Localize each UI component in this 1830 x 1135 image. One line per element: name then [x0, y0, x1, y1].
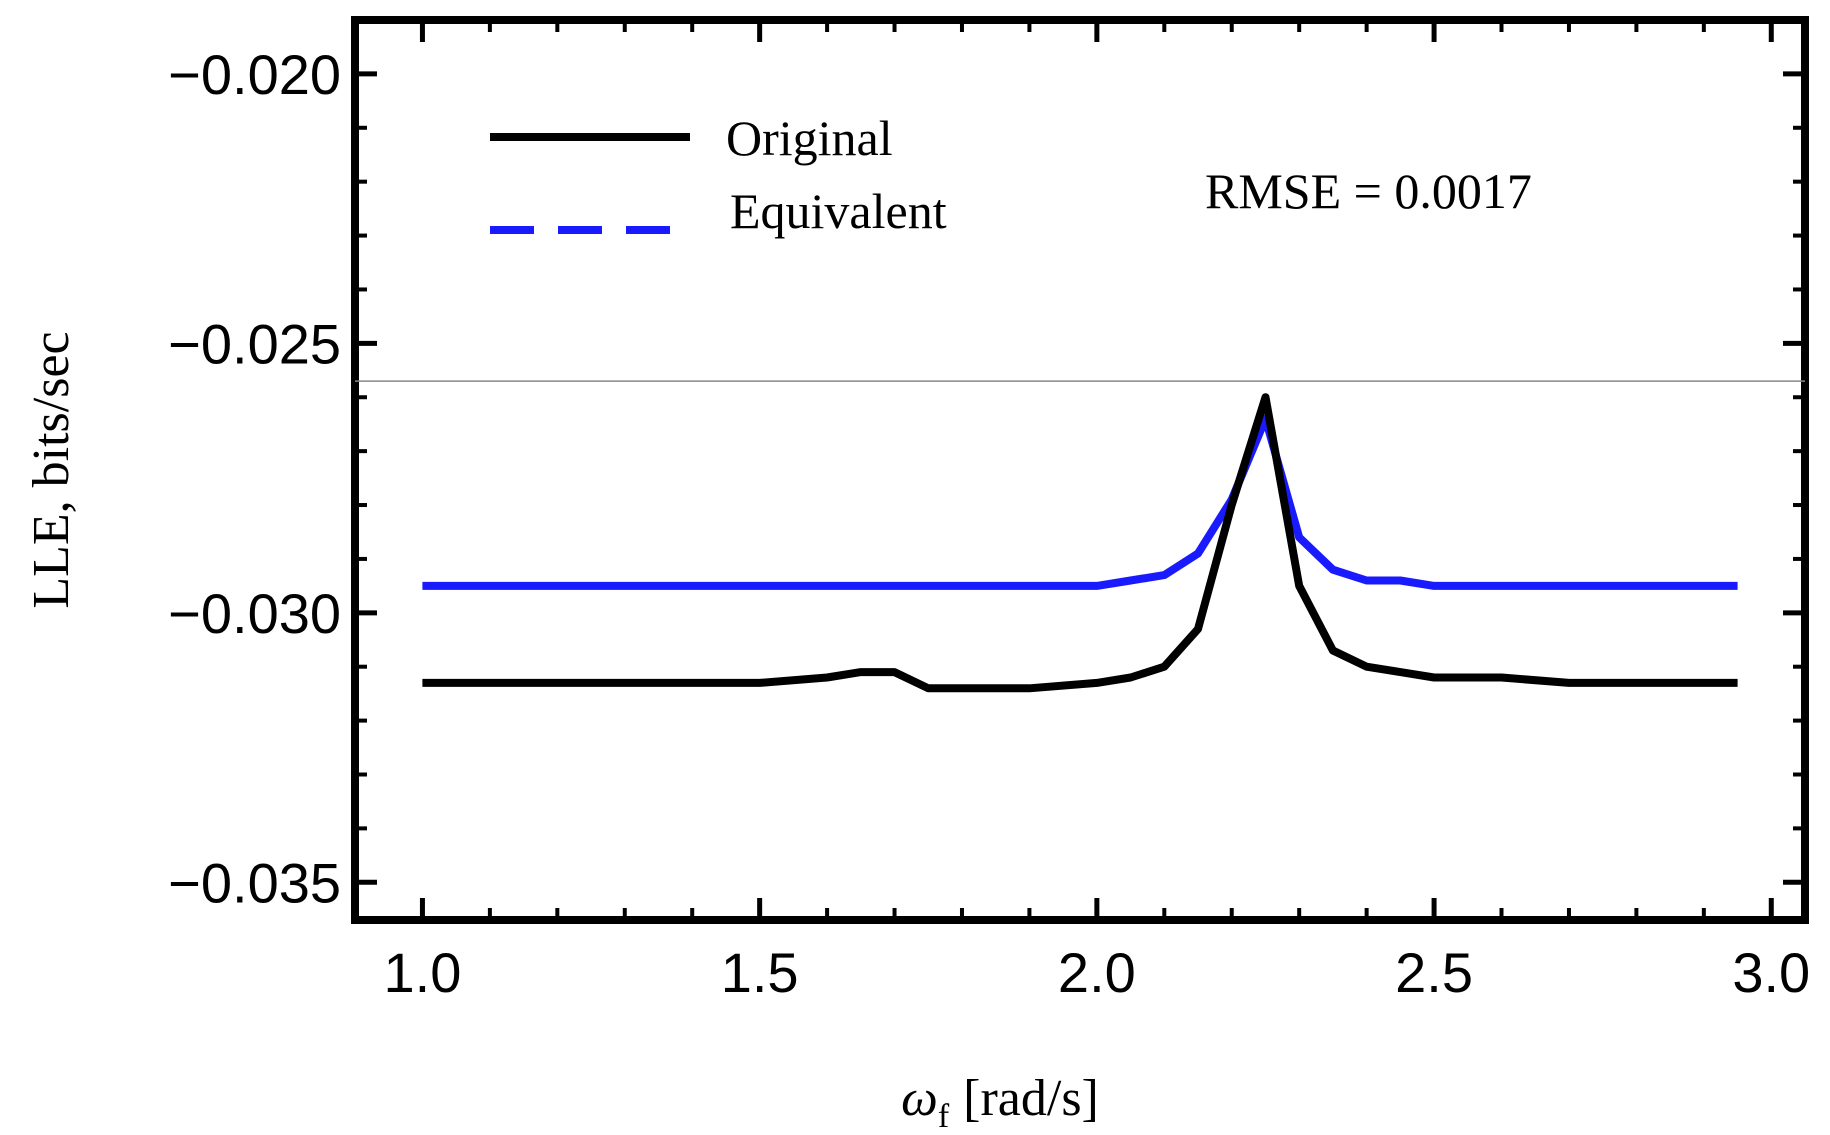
y-axis-ticks: −0.020 −0.025 −0.030 −0.035: [168, 43, 1805, 914]
legend-label-equivalent: Equivalent: [730, 183, 947, 239]
x-axis-unit: [rad/s]: [963, 1070, 1099, 1127]
series-line-equivalent: [422, 414, 1738, 590]
x-tick-label: 2.0: [1058, 941, 1136, 1004]
x-axis-title: ωf [rad/s]: [901, 1070, 1099, 1135]
x-axis-ticks: 1.0 1.5 2.0 2.5 3.0: [384, 20, 1810, 1004]
y-tick-label: −0.020: [168, 43, 341, 106]
series-group: [422, 393, 1738, 693]
legend-label-original: Original: [726, 110, 893, 166]
plot-frame: [351, 16, 1809, 924]
y-tick-label: −0.030: [168, 582, 341, 645]
y-tick-label: −0.025: [168, 312, 341, 375]
minor-ticks: [355, 20, 1805, 920]
series-line-original: [422, 393, 1738, 693]
x-tick-label: 2.5: [1395, 941, 1473, 1004]
y-tick-label: −0.035: [168, 851, 341, 914]
x-tick-label: 3.0: [1732, 941, 1810, 1004]
x-axis-subscript: f: [938, 1098, 950, 1135]
x-tick-label: 1.5: [721, 941, 799, 1004]
rmse-annotation: RMSE = 0.0017: [1205, 163, 1532, 219]
x-axis-symbol: ω: [901, 1070, 938, 1127]
y-axis-title: LLE, bits/sec: [23, 331, 80, 608]
legend: Original Equivalent: [490, 110, 947, 239]
x-tick-label: 1.0: [384, 941, 462, 1004]
